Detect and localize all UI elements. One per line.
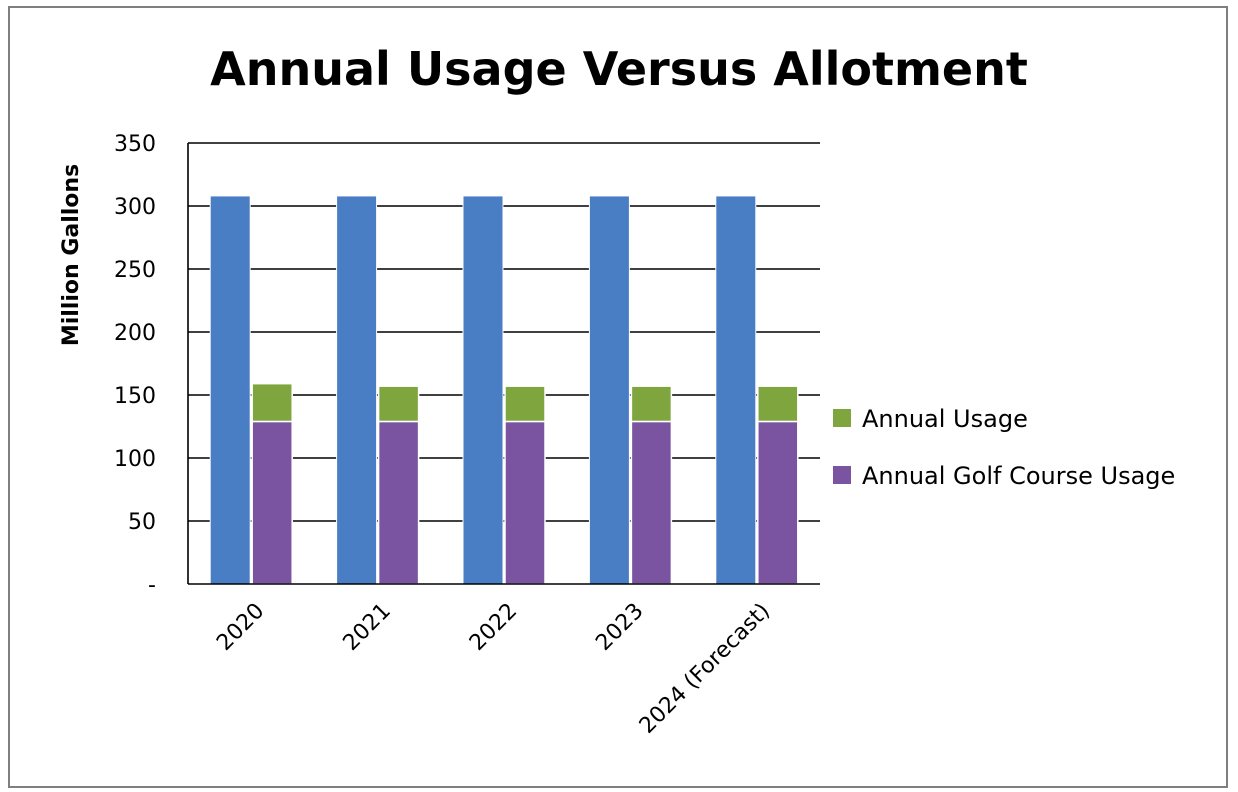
bar-golf-usage-2020 bbox=[251, 420, 293, 585]
bar-golf-usage-2022 bbox=[504, 420, 546, 585]
y-tick-label: 150 bbox=[114, 384, 156, 409]
y-tick-label: - bbox=[148, 573, 156, 598]
x-tick-label: 2023 bbox=[591, 599, 648, 656]
bar-allotment-2024-forecast- bbox=[715, 195, 757, 585]
bar-golf-usage-2021 bbox=[377, 420, 420, 585]
legend-label: Annual Usage bbox=[862, 405, 1028, 433]
chart-title: Annual Usage Versus Allotment bbox=[210, 42, 1028, 96]
y-axis-label: Million Gallons bbox=[59, 164, 84, 346]
grid-lines bbox=[188, 142, 820, 522]
bar-allotment-2022 bbox=[462, 195, 504, 585]
x-tick-label: 2024 (Forecast) bbox=[635, 599, 775, 739]
legend-label: Annual Golf Course Usage bbox=[862, 462, 1175, 490]
x-tick-label: 2021 bbox=[339, 599, 396, 656]
y-tick-label: 350 bbox=[114, 132, 156, 157]
bar-allotment-2021 bbox=[336, 195, 378, 585]
legend: Annual Usage Annual Golf Course Usage bbox=[833, 405, 1175, 490]
bar-golf-usage-2024-forecast- bbox=[757, 420, 799, 585]
bars bbox=[209, 195, 799, 585]
bar-annual-usage-2021 bbox=[377, 385, 420, 423]
legend-swatch bbox=[833, 409, 851, 427]
bar-annual-usage-2023 bbox=[630, 385, 673, 423]
y-tick-label: 200 bbox=[114, 321, 156, 346]
bar-allotment-2020 bbox=[209, 195, 251, 585]
y-tick-label: 300 bbox=[114, 195, 156, 220]
bar-golf-usage-2023 bbox=[630, 420, 673, 585]
x-tick-label: 2022 bbox=[465, 599, 522, 656]
bar-allotment-2023 bbox=[588, 195, 630, 585]
bar-annual-usage-2020 bbox=[251, 382, 293, 423]
bar-annual-usage-2024-forecast- bbox=[757, 385, 799, 423]
y-tick-label: 50 bbox=[128, 510, 156, 535]
y-tick-label: 250 bbox=[114, 258, 156, 283]
bar-annual-usage-2022 bbox=[504, 385, 546, 423]
x-tick-label: 2020 bbox=[212, 599, 269, 656]
legend-swatch bbox=[833, 466, 851, 484]
y-tick-label: 100 bbox=[114, 447, 156, 472]
